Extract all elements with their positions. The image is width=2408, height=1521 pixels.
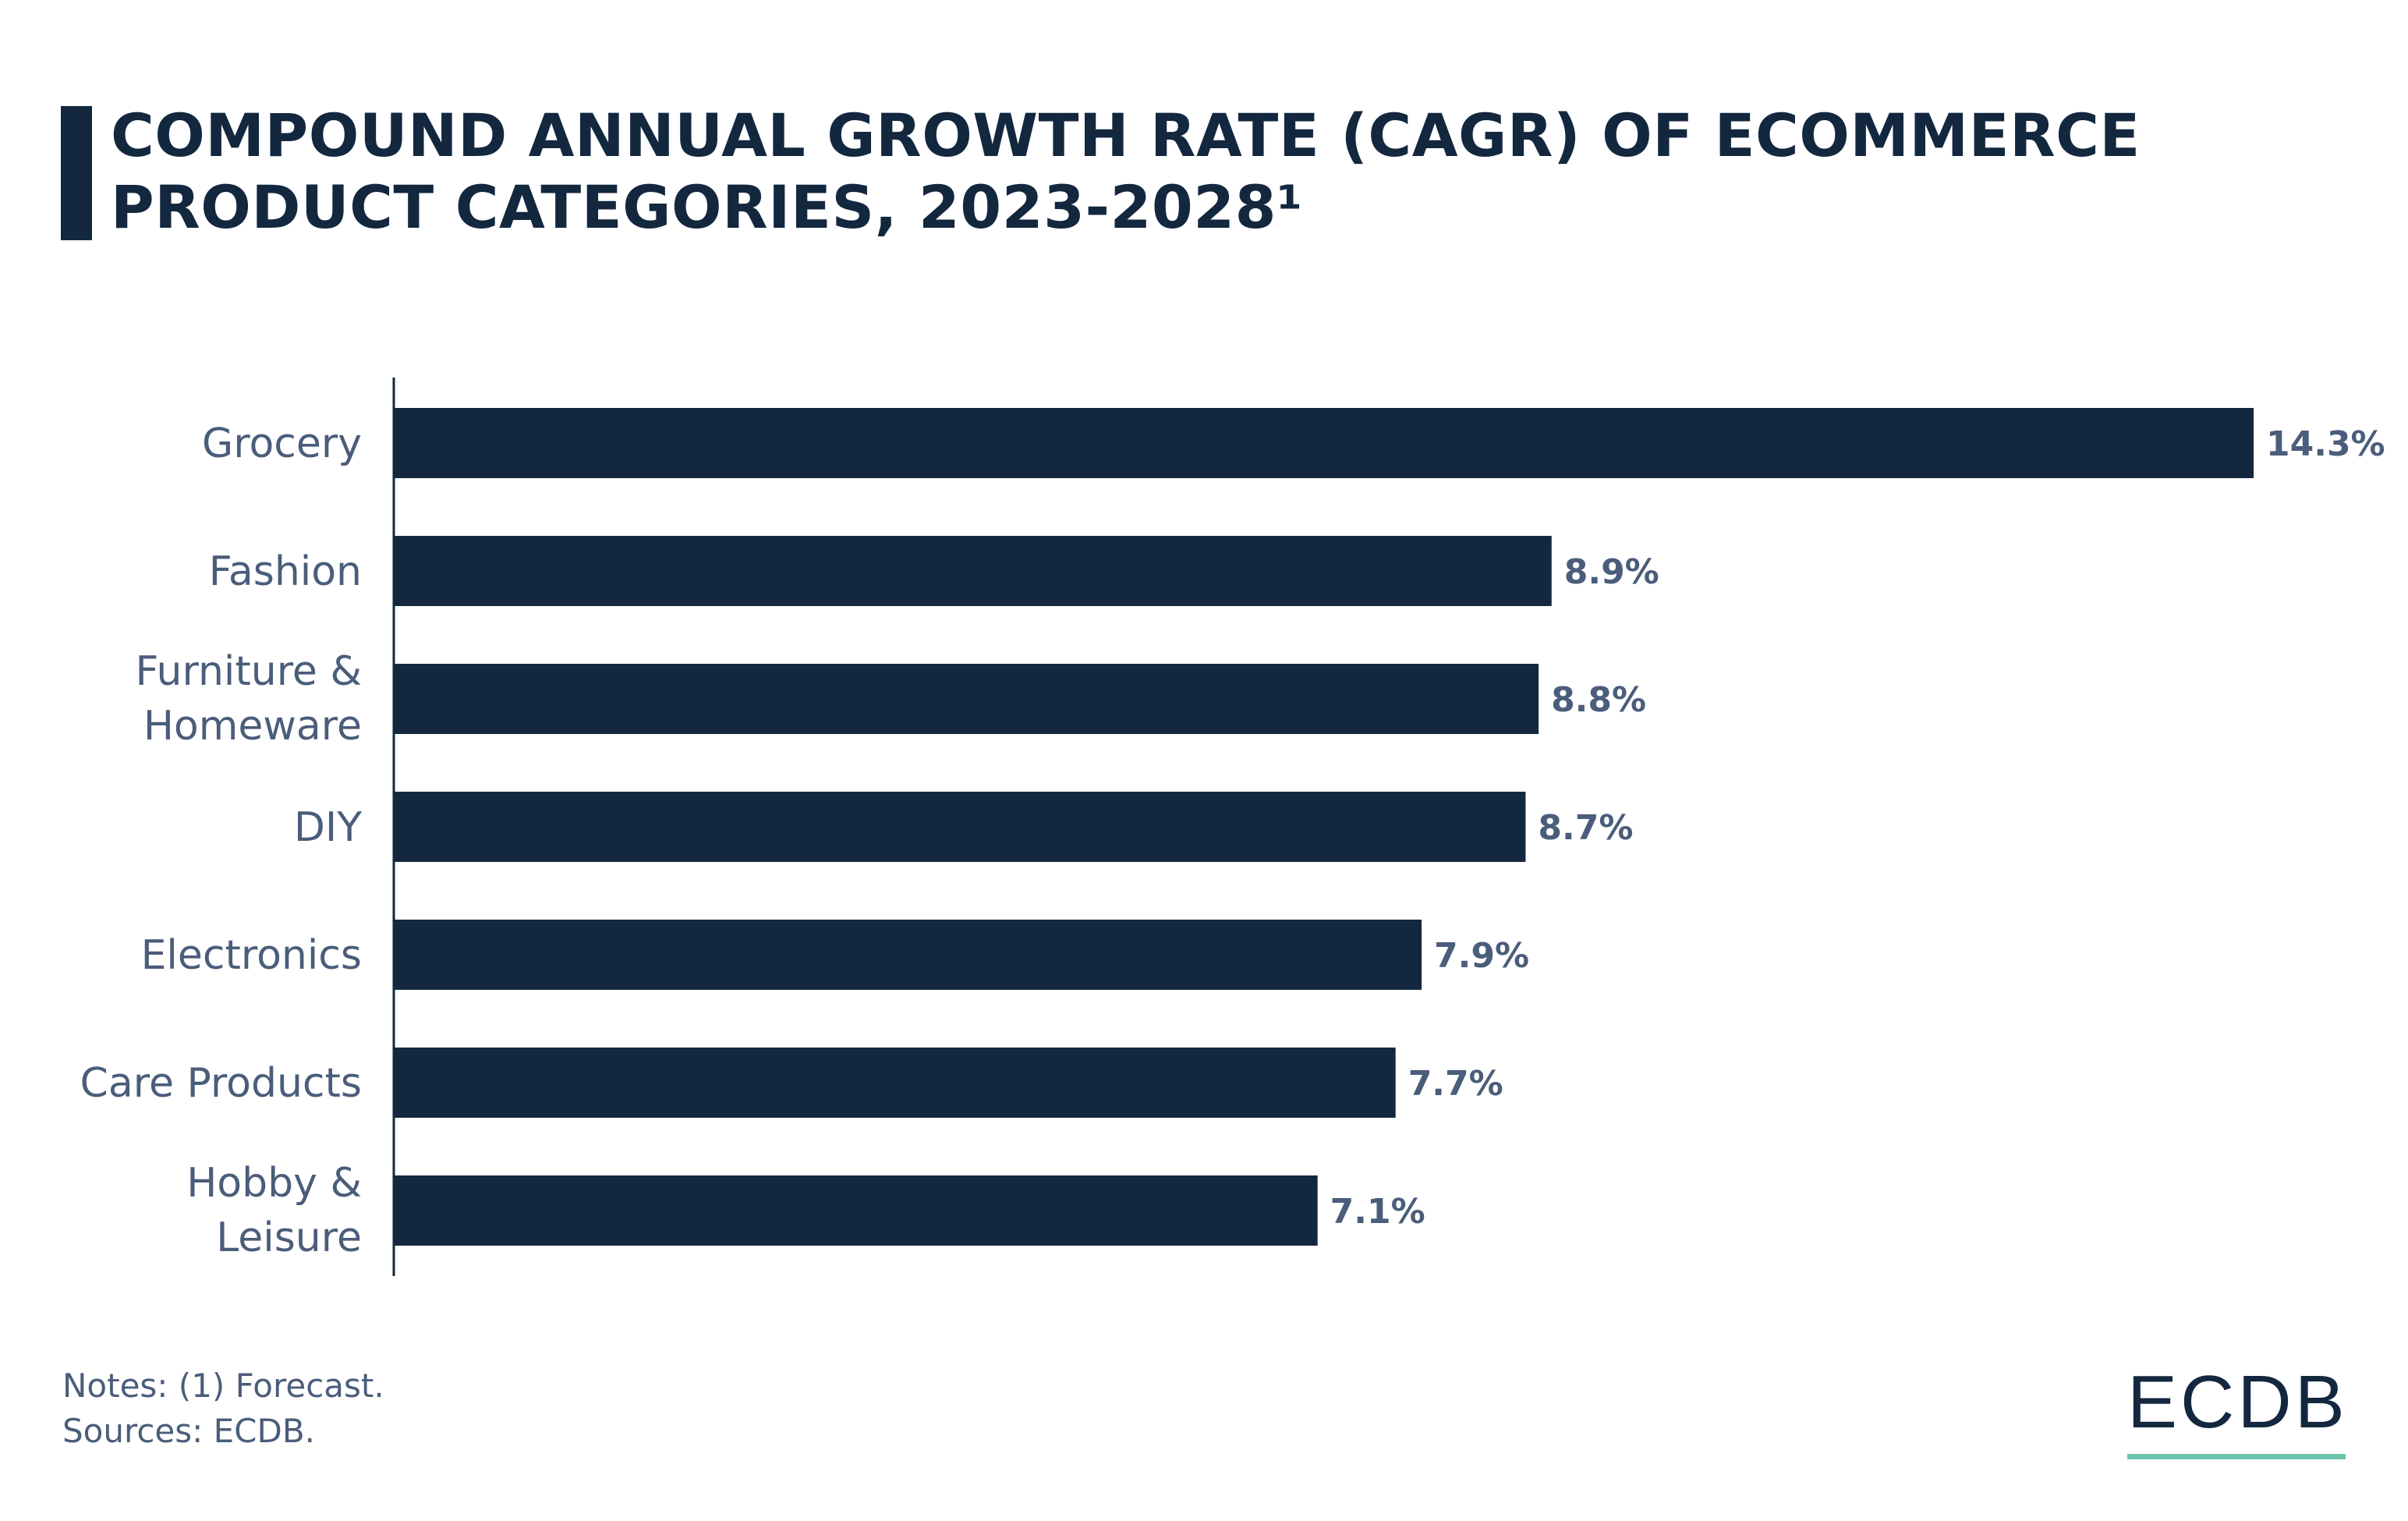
category-label: DIY [294,804,362,851]
bar-6 [395,1175,1318,1246]
logo-underline [2127,1454,2346,1459]
bar-4 [395,920,1422,990]
value-label: 7.1% [1330,1192,1425,1232]
category-label: Hobby & Leisure [186,1160,362,1261]
notes-text: Notes: (1) Forecast. [62,1367,384,1405]
category-label: Care Products [80,1060,362,1107]
bar-3 [395,792,1526,862]
category-label: Grocery [202,420,362,467]
value-label: 7.9% [1434,936,1529,976]
chart-title: COMPOUND ANNUAL GROWTH RATE (CAGR) OF EC… [111,101,2141,242]
title-accent-bar [61,106,92,240]
bar-2 [395,664,1539,734]
ecdb-logo: ECDB [2127,1363,2350,1459]
value-label: 8.8% [1551,680,1646,720]
value-label: 14.3% [2266,424,2385,464]
sources-text: Sources: ECDB. [62,1412,316,1450]
value-label: 8.9% [1564,552,1659,592]
category-label: Fashion [209,548,362,595]
category-label: Furniture & Homeware [135,648,362,750]
bar-1 [395,536,1552,606]
category-label: Electronics [141,932,362,979]
bar-0 [395,408,2254,478]
value-label: 8.7% [1538,808,1633,848]
value-label: 7.7% [1408,1064,1503,1104]
logo-text: ECDB [2127,1360,2348,1444]
footnotes: Notes: (1) Forecast. Sources: ECDB. [62,1363,384,1454]
bar-5 [395,1048,1396,1118]
